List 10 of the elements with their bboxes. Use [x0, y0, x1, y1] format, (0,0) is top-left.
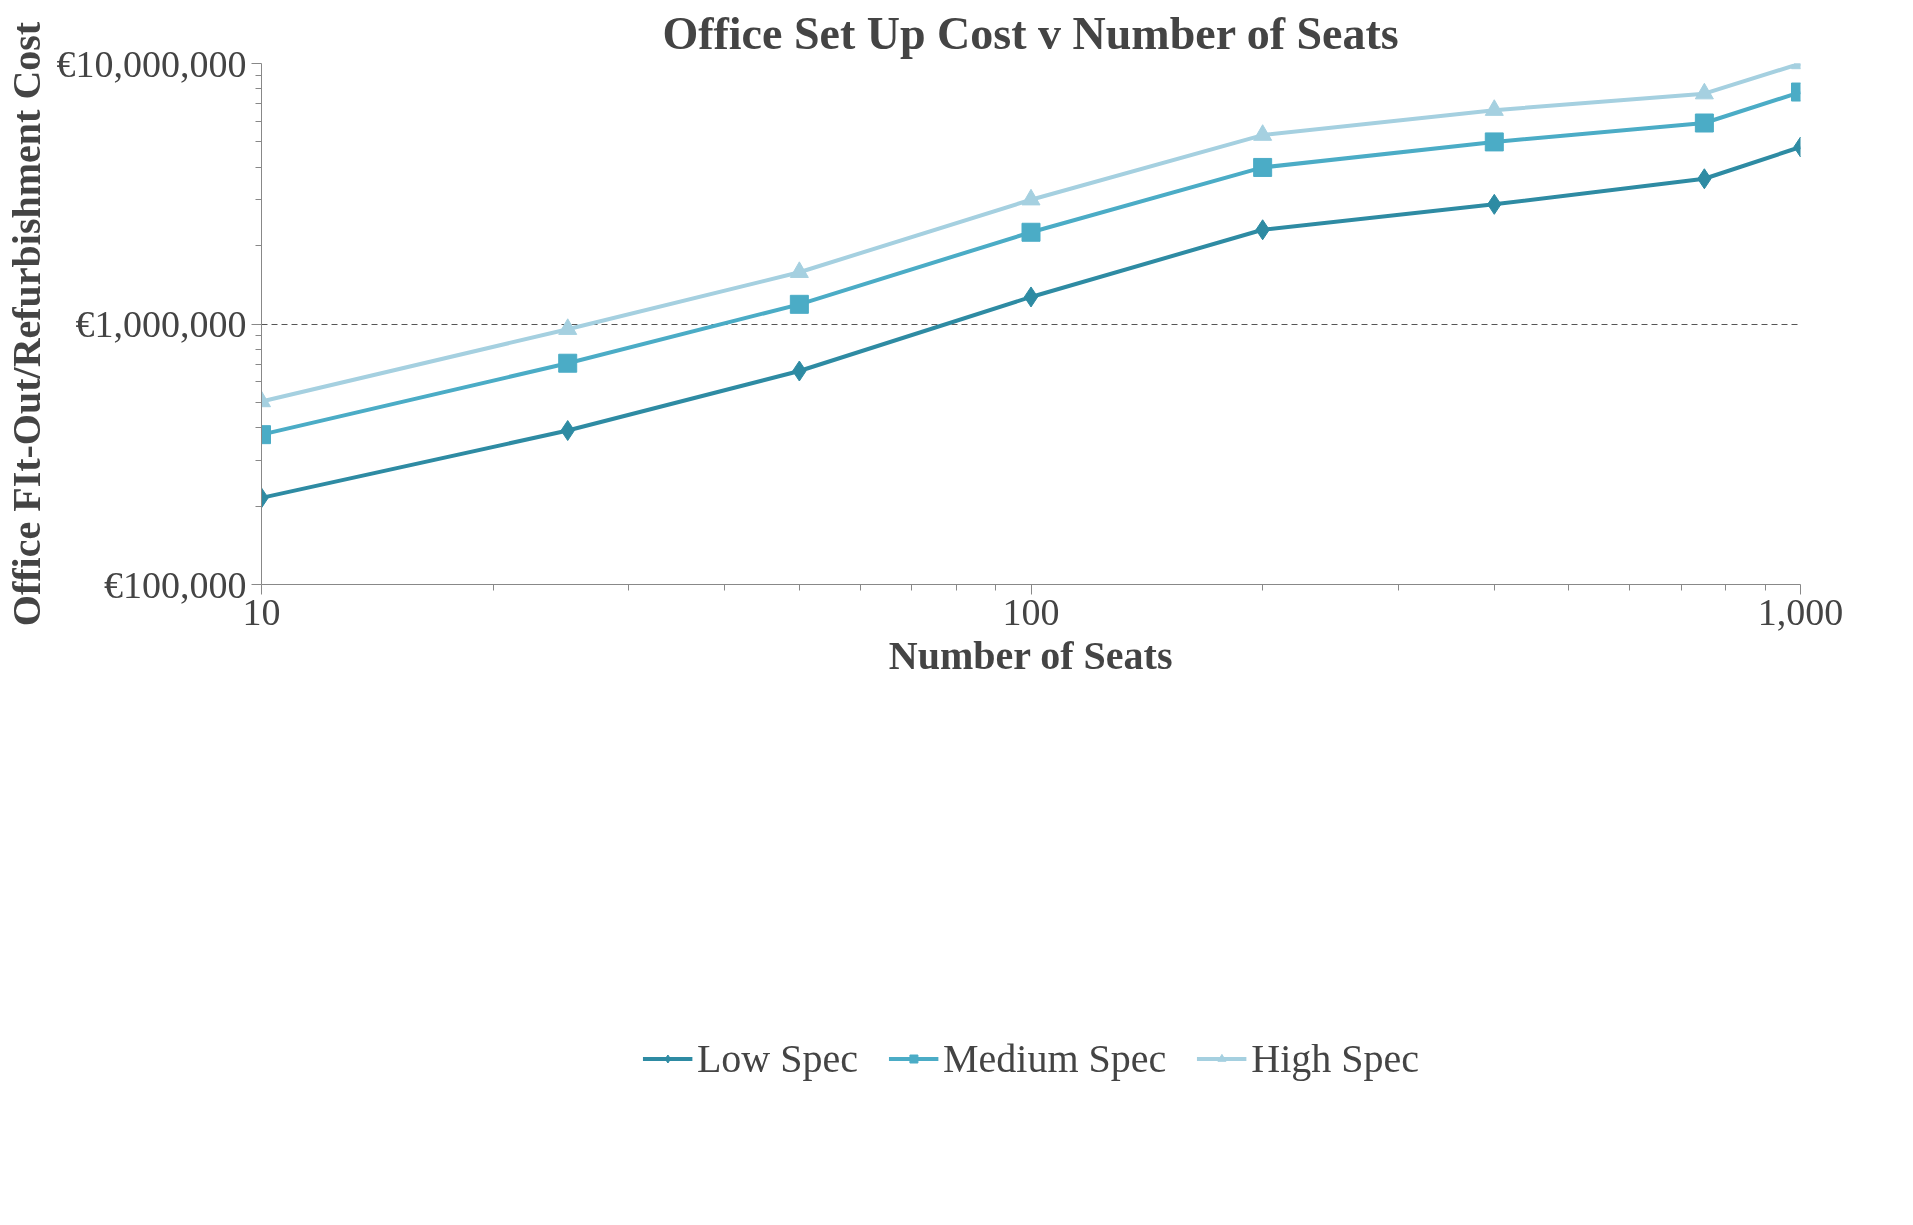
legend-label: Low Spec [696, 1034, 858, 1082]
legend-label: Medium Spec [943, 1034, 1167, 1082]
y-axis-title: Office FIt-Out/Refurbishment Cost [3, 21, 49, 627]
y-tick-label: €1,000,000 [75, 303, 247, 345]
chart-title: Office Set Up Cost v Number of Seats [662, 7, 1399, 59]
y-tick-label: €10,000,000 [56, 42, 247, 85]
x-tick-label: 100 [1002, 590, 1060, 633]
legend-label: High Spec [1251, 1034, 1420, 1082]
x-tick-label: 1,000 [1757, 590, 1844, 633]
x-axis-title: Number of Seats [888, 632, 1173, 678]
